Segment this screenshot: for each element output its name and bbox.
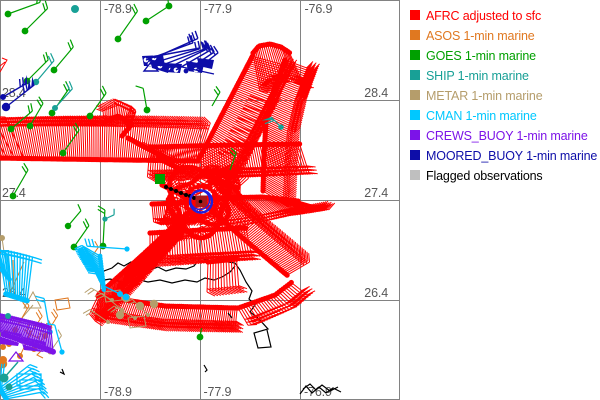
svg-text:-76.9: -76.9	[305, 2, 333, 16]
svg-text:-78.9: -78.9	[104, 385, 132, 399]
svg-text:26.4: 26.4	[364, 286, 388, 300]
svg-text:MOORED_BUOY 1-min marine: MOORED_BUOY 1-min marine	[426, 149, 597, 163]
svg-text:GOES 1-min marine: GOES 1-min marine	[426, 49, 536, 63]
svg-text:-77.9: -77.9	[204, 385, 232, 399]
svg-text:-77.9: -77.9	[204, 2, 232, 16]
svg-text:-76.9: -76.9	[304, 385, 332, 399]
svg-text:SHIP 1-min marine: SHIP 1-min marine	[426, 69, 529, 83]
svg-text:ASOS 1-min marine: ASOS 1-min marine	[426, 29, 535, 43]
svg-text:Flagged observations: Flagged observations	[426, 169, 543, 183]
svg-text:CREWS_BUOY 1-min marine: CREWS_BUOY 1-min marine	[426, 129, 588, 143]
svg-text:AFRC adjusted to sfc: AFRC adjusted to sfc	[426, 9, 541, 23]
svg-text:28.4: 28.4	[364, 86, 388, 100]
svg-text:-78.9: -78.9	[104, 2, 132, 16]
svg-text:27.4: 27.4	[364, 186, 388, 200]
svg-text:CMAN 1-min marine: CMAN 1-min marine	[426, 109, 537, 123]
svg-text:METAR 1-min marine: METAR 1-min marine	[426, 89, 543, 103]
